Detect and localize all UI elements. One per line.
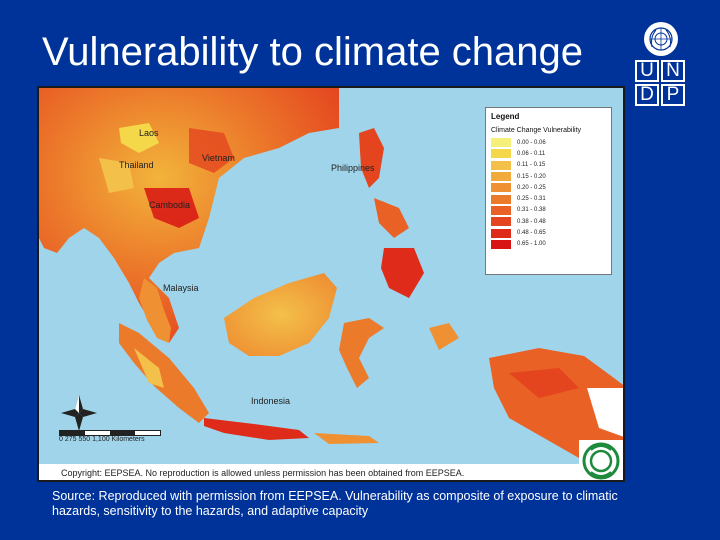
legend-swatch: [491, 194, 511, 204]
legend-swatch: [491, 172, 511, 182]
legend-label: 0.15 - 0.20: [517, 173, 546, 180]
place-label: Thailand: [119, 160, 154, 170]
legend-item: 0.31 - 0.38: [491, 205, 606, 216]
un-emblem-icon: [644, 22, 678, 56]
legend-swatch: [491, 138, 511, 148]
undp-letter: P: [661, 84, 685, 106]
legend-label: 0.48 - 0.65: [517, 230, 546, 237]
legend-item: 0.38 - 0.48: [491, 216, 606, 227]
legend-label: 0.25 - 0.31: [517, 196, 546, 203]
legend-swatch: [491, 205, 511, 215]
legend-swatch: [491, 149, 511, 159]
legend-swatch: [491, 239, 511, 249]
legend-label: 0.38 - 0.48: [517, 218, 546, 225]
place-label: Laos: [139, 128, 159, 138]
undp-letter: D: [635, 84, 659, 106]
eepsea-logo: [579, 440, 623, 480]
legend-label: 0.00 - 0.06: [517, 139, 546, 146]
java: [204, 418, 309, 440]
legend-swatch: [491, 183, 511, 193]
legend-swatch: [491, 160, 511, 170]
undp-letter: N: [661, 60, 685, 82]
source-note: Source: Reproduced with permission from …: [52, 489, 618, 518]
legend-label: 0.31 - 0.38: [517, 207, 546, 214]
place-label: Indonesia: [251, 396, 291, 406]
scale-labels: 0 275 550 1,100 Kilometers: [59, 436, 145, 443]
legend-item: 0.15 - 0.20: [491, 171, 606, 182]
legend-label: 0.20 - 0.25: [517, 184, 546, 191]
legend-title: Legend: [491, 112, 520, 121]
place-label: Philippines: [331, 163, 375, 173]
legend-item: 0.48 - 0.65: [491, 227, 606, 238]
place-label: Cambodia: [149, 200, 191, 210]
undp-letter: U: [635, 60, 659, 82]
legend-label: 0.06 - 0.11: [517, 150, 546, 157]
legend-label: 0.11 - 0.15: [517, 162, 546, 169]
copyright-notice: Copyright: EEPSEA. No reproduction is al…: [39, 464, 579, 480]
legend-swatch: [491, 217, 511, 227]
borneo: [224, 273, 337, 356]
philippines: [359, 128, 384, 188]
slide-title: Vulnerability to climate change: [42, 30, 584, 74]
north-arrow-icon: [61, 395, 97, 431]
map-canvas: [39, 88, 623, 480]
legend-item: 0.06 - 0.11: [491, 148, 606, 159]
sulawesi: [339, 318, 384, 388]
legend-item: 0.65 - 1.00: [491, 239, 606, 250]
malay-peninsula: [139, 278, 171, 343]
legend-swatch: [491, 228, 511, 238]
vulnerability-map: Laos Thailand Vietnam Cambodia Philippin…: [37, 86, 625, 482]
place-label: Vietnam: [202, 153, 235, 163]
legend-classes: 0.00 - 0.06 0.06 - 0.11 0.11 - 0.15 0.15 - …: [491, 137, 606, 250]
legend-item: 0.25 - 0.31: [491, 193, 606, 204]
legend-label: 0.65 - 1.00: [517, 241, 546, 248]
legend-item: 0.11 - 0.15: [491, 160, 606, 171]
sumatra: [119, 323, 209, 423]
undp-logo: U N D P: [635, 22, 687, 120]
legend-subtitle: Climate Change Vulnerability: [491, 127, 582, 134]
map-legend: Legend Climate Change Vulnerability 0.00…: [485, 107, 612, 275]
legend-item: 0.00 - 0.06: [491, 137, 606, 148]
place-label: Malaysia: [163, 283, 199, 293]
legend-item: 0.20 - 0.25: [491, 182, 606, 193]
